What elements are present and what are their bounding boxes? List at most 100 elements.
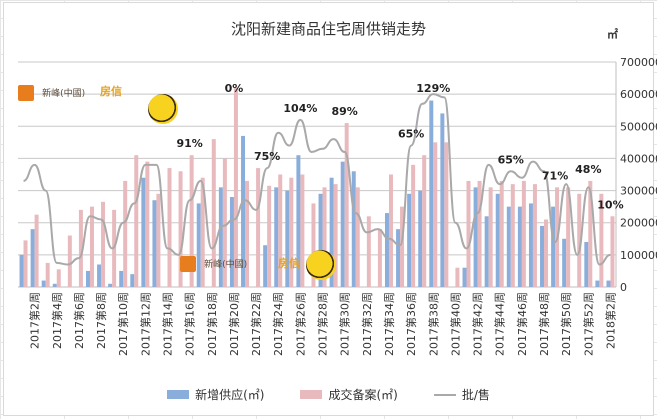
bar-sales [322, 187, 327, 287]
chart-area[interactable] [3, 2, 654, 416]
bar-supply [41, 280, 46, 287]
bar-supply [484, 216, 489, 287]
bar-sales [532, 184, 537, 287]
bar-sales [610, 216, 615, 287]
bar-supply [340, 161, 345, 287]
bar-sales [45, 262, 50, 287]
bar-sales [544, 219, 549, 287]
ratio-annotation: 48% [575, 163, 601, 176]
brand-name: 新峰(中國) [204, 260, 248, 270]
legend-swatch-sales [300, 390, 323, 399]
ratio-annotation: 10% [597, 198, 623, 211]
bee-mascot-icon [306, 250, 336, 280]
bar-sales [510, 184, 515, 287]
bar-supply [473, 187, 478, 287]
bar-supply [351, 171, 356, 287]
x-tick-label: 2017第34周 [382, 292, 396, 356]
bar-sales [101, 201, 106, 287]
bar-sales [189, 155, 194, 287]
bar-supply [119, 270, 124, 287]
bar-sales [588, 180, 593, 287]
bar-sales [233, 87, 238, 287]
x-tick-label: 2017第42周 [471, 292, 485, 356]
bar-supply [528, 203, 533, 287]
x-tick-label: 2017第50周 [559, 292, 573, 356]
x-tick-label: 2017第48周 [537, 292, 551, 356]
bar-sales [156, 193, 161, 287]
x-tick-label: 2017第18周 [205, 292, 219, 356]
bar-sales [333, 184, 338, 287]
x-tick-label: 2017第12周 [138, 292, 152, 356]
bar-sales [388, 174, 393, 287]
bar-supply [551, 206, 556, 287]
bar-sales [67, 235, 72, 287]
bar-supply [30, 229, 35, 287]
legend-item-ratio: 批/售 [433, 386, 490, 403]
bar-supply [218, 187, 223, 287]
y-tick-label: 300000 [620, 185, 657, 198]
y-tick-label: 200000 [620, 217, 657, 230]
y-tick-label: 700000 [620, 56, 657, 69]
x-tick-label: 2017第52周 [581, 292, 595, 356]
bar-sales [23, 240, 28, 287]
bar-sales [289, 177, 294, 287]
x-tick-label: 2017第16周 [183, 292, 197, 356]
bar-supply [462, 267, 467, 287]
legend-label-sales: 成交备案(㎡) [328, 388, 398, 402]
bar-sales [267, 185, 272, 287]
bar-sales [377, 229, 382, 287]
bar-sales [134, 155, 139, 287]
bar-supply [418, 190, 423, 287]
bar-supply [296, 155, 301, 287]
house-logo-mid: 房信 [278, 252, 300, 271]
bar-sales [577, 193, 582, 287]
bar-supply [97, 264, 102, 287]
ratio-annotation: 89% [332, 105, 358, 118]
bar-supply [540, 225, 545, 287]
x-tick-label: 2017第28周 [316, 292, 330, 356]
x-tick-label: 2017第14周 [161, 292, 175, 356]
bar-sales [599, 193, 604, 287]
ratio-annotation: 71% [542, 169, 568, 182]
ratio-annotation: 91% [176, 137, 202, 150]
y-tick-label: 0 [620, 281, 627, 294]
house-logo-top: 房信 [100, 80, 122, 99]
bar-supply [584, 242, 589, 287]
x-tick-label: 2017第20周 [227, 292, 241, 356]
bar-sales [433, 142, 438, 287]
ratio-line [23, 93, 611, 266]
bar-supply [85, 270, 90, 287]
bar-supply [562, 238, 567, 287]
bar-sales [56, 269, 61, 287]
bar-supply [318, 193, 323, 287]
bar-sales [400, 206, 405, 287]
bar-supply [506, 206, 511, 287]
house-logo-cn: 房信 [100, 85, 122, 98]
x-tick-label: 2017第38周 [426, 292, 440, 356]
bar-sales [355, 187, 360, 287]
bar-sales [366, 216, 371, 287]
bar-sales [211, 139, 216, 287]
bar-sales [344, 123, 349, 287]
bar-sales [34, 214, 39, 287]
ratio-annotation: 65% [498, 153, 524, 166]
y-tick-label: 400000 [620, 152, 657, 165]
bar-supply [329, 177, 334, 287]
bar-sales [167, 168, 172, 287]
ratio-annotation: 75% [254, 150, 280, 163]
x-tick-label: 2017第2周 [28, 292, 42, 349]
legend-item-sales: 成交备案(㎡) [300, 386, 398, 403]
x-tick-label: 2018第2周 [603, 292, 617, 349]
bar-sales [300, 174, 305, 287]
bar-supply [19, 254, 24, 287]
bar-sales [278, 174, 283, 287]
bar-supply [108, 283, 113, 287]
x-tick-label: 2017第22周 [249, 292, 263, 356]
x-tick-label: 2017第44周 [493, 292, 507, 356]
bar-supply [384, 213, 389, 287]
x-tick-label: 2017第40周 [448, 292, 462, 356]
x-tick-label: 2017第32周 [360, 292, 374, 356]
legend-swatch-ratio [433, 393, 456, 396]
bar-sales [78, 209, 83, 287]
ratio-annotation: 129% [416, 82, 450, 95]
